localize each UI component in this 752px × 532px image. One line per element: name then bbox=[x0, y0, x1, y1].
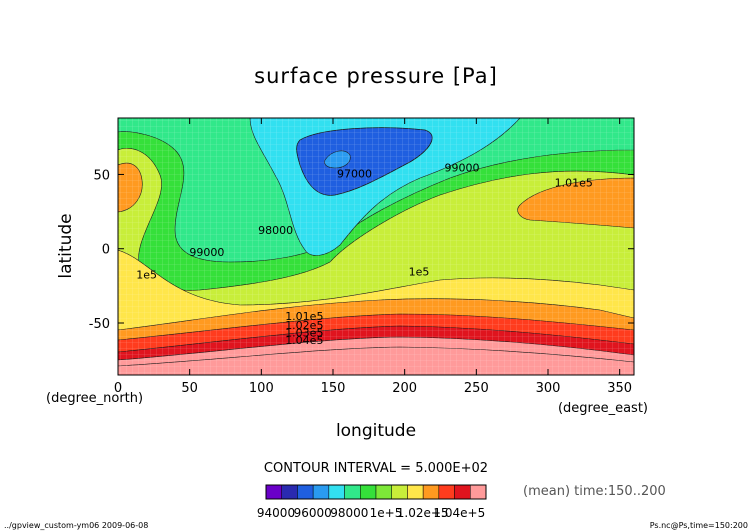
colorbar-tick-label: 1.02e+5 bbox=[397, 506, 449, 520]
colorbar-tick-label: 96000 bbox=[294, 506, 332, 520]
colorbar-swatch bbox=[328, 484, 345, 500]
colorbar-swatch bbox=[470, 484, 487, 500]
x-tick-label: 100 bbox=[249, 381, 274, 396]
y-tick-label: -50 bbox=[89, 317, 110, 332]
colorbar bbox=[265, 484, 487, 500]
x-tick-label: 150 bbox=[321, 381, 346, 396]
plot-frame bbox=[117, 117, 635, 376]
contour-label: 99000 bbox=[189, 246, 224, 259]
plot-grid bbox=[118, 118, 634, 375]
colorbar-swatch bbox=[344, 484, 361, 500]
y-tick-label: 0 bbox=[102, 243, 110, 258]
x-tick-label: 200 bbox=[392, 381, 417, 396]
contour-label: 1e5 bbox=[409, 265, 430, 278]
x-tick-label: 250 bbox=[464, 381, 489, 396]
x-axis: 0 50 100 150 200 250 300 350 bbox=[114, 118, 632, 396]
x-axis-label: longitude bbox=[336, 421, 416, 441]
x-tick-label: 300 bbox=[536, 381, 561, 396]
colorbar-swatch bbox=[407, 484, 424, 500]
colorbar-swatch bbox=[281, 484, 298, 500]
footer-right: Ps.nc@Ps,time=150:200 bbox=[650, 521, 748, 530]
x-axis-unit: (degree_east) bbox=[558, 401, 648, 416]
colorbar-swatch bbox=[375, 484, 392, 500]
colorbar-frame bbox=[265, 484, 487, 500]
x-tick-label: 0 bbox=[114, 381, 122, 396]
contour-label: 97000 bbox=[337, 167, 372, 180]
colorbar-tick-label: 98000 bbox=[330, 506, 368, 520]
colorbar-tick-label: 1e+5 bbox=[370, 506, 403, 520]
contour-label: 1.01e5 bbox=[285, 310, 323, 323]
colorbar-swatch bbox=[360, 484, 377, 500]
y-axis: -50 0 50 bbox=[89, 168, 634, 332]
colorbar-swatch bbox=[422, 484, 440, 500]
contour-label: 1.04e5 bbox=[285, 334, 323, 347]
y-axis-unit: (degree_north) bbox=[46, 391, 143, 406]
mean-time-note: (mean) time:150..200 bbox=[523, 484, 666, 499]
contour-label: 98000 bbox=[258, 224, 293, 237]
colorbar-swatch bbox=[297, 484, 314, 500]
colorbar-swatch bbox=[312, 484, 330, 500]
contour-label: 1.03e5 bbox=[285, 326, 323, 339]
colorbar-tick-label: 94000 bbox=[257, 506, 295, 520]
y-tick-label: 50 bbox=[93, 168, 110, 183]
x-tick-label: 350 bbox=[607, 381, 632, 396]
colorbar-swatch bbox=[391, 484, 408, 500]
y-axis-label: latitude bbox=[56, 213, 76, 278]
contour-label: 1.02e5 bbox=[285, 319, 323, 332]
contour-label: 1e5 bbox=[136, 268, 157, 281]
contour-label: 1.01e5 bbox=[555, 176, 593, 189]
colorbar-swatch bbox=[454, 484, 471, 500]
contour-interval: CONTOUR INTERVAL = 5.000E+02 bbox=[264, 461, 488, 476]
footer-left: ../gpview_custom-ym06 2009-06-08 bbox=[4, 521, 148, 530]
colorbar-swatch bbox=[438, 484, 455, 500]
x-tick-label: 50 bbox=[181, 381, 198, 396]
colorbar-tick-label: 1.04e+5 bbox=[433, 506, 485, 520]
colorbar-swatch bbox=[265, 484, 282, 500]
chart-title: surface pressure [Pa] bbox=[254, 64, 498, 88]
contour-label: 99000 bbox=[445, 161, 480, 174]
